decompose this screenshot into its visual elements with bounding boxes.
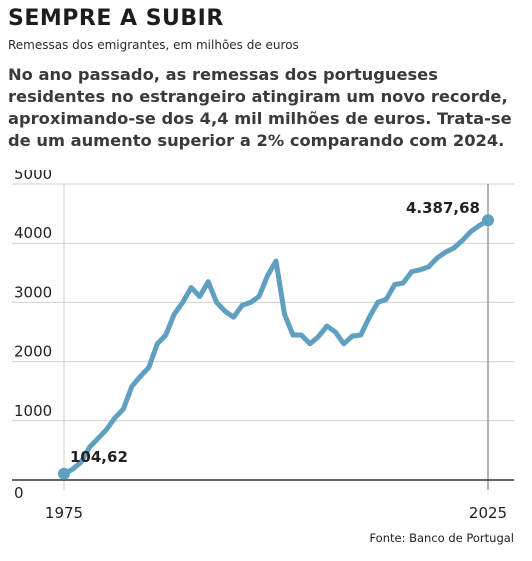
- y-tick-label: 1000: [14, 402, 52, 420]
- data-label: 104,62: [70, 448, 128, 466]
- series-line: [61, 217, 491, 477]
- line-chart: 0 1000 2000 3000 4000 5000 1975 2025 104,62 4.387…: [12, 170, 514, 522]
- x-tick-label: 2025: [469, 504, 507, 522]
- data-label: 4.387,68: [406, 199, 480, 217]
- y-tick-label: 3000: [14, 283, 52, 301]
- y-tick-label: 5000: [14, 170, 52, 183]
- y-tick-label: 0: [14, 484, 24, 502]
- chart-title: SEMPRE A SUBIR: [8, 6, 224, 31]
- source-note: Fonte: Banco de Portugal: [369, 531, 514, 545]
- data-point-marker: [482, 214, 494, 227]
- article-text: No ano passado, as remessas dos portugue…: [8, 65, 512, 150]
- chart-subtitle: Remessas dos emigrantes, em milhões de e…: [8, 38, 299, 52]
- x-tick-label: 1975: [45, 504, 83, 522]
- data-point-marker: [58, 467, 70, 480]
- y-tick-label: 2000: [14, 343, 52, 361]
- y-tick-label: 4000: [14, 224, 52, 242]
